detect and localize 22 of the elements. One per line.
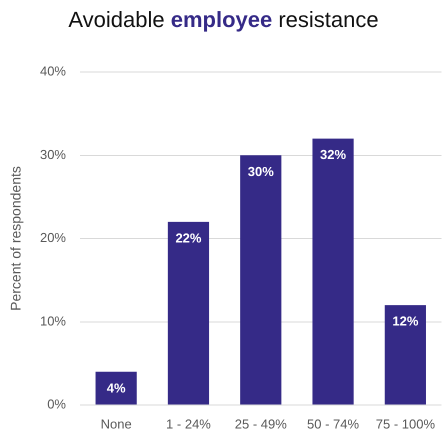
y-tick-label: 20% bbox=[40, 230, 66, 246]
bar bbox=[384, 305, 426, 404]
x-tick-label: 1 - 24% bbox=[166, 416, 212, 432]
data-label: 32% bbox=[320, 147, 347, 162]
bar bbox=[168, 222, 210, 404]
bar bbox=[312, 138, 354, 404]
x-tick-label: 75 - 100% bbox=[376, 416, 436, 432]
chart-title: Avoidable employee resistance bbox=[68, 7, 379, 32]
y-axis-title: Percent of respondents bbox=[7, 166, 24, 311]
data-label: 22% bbox=[175, 230, 202, 246]
y-tick-label: 10% bbox=[40, 313, 66, 328]
data-label: 30% bbox=[248, 164, 274, 179]
x-tick-label: 50 - 74% bbox=[307, 416, 360, 432]
x-tick-label: None bbox=[100, 416, 132, 432]
y-tick-label: 30% bbox=[40, 146, 66, 162]
y-tick-label: 0% bbox=[47, 396, 66, 412]
y-tick-label: 40% bbox=[40, 64, 66, 79]
x-tick-label: 25 - 49% bbox=[234, 416, 288, 432]
data-label: 4% bbox=[106, 380, 126, 396]
bar bbox=[96, 372, 137, 404]
data-label: 12% bbox=[392, 314, 419, 329]
bar bbox=[240, 155, 282, 404]
